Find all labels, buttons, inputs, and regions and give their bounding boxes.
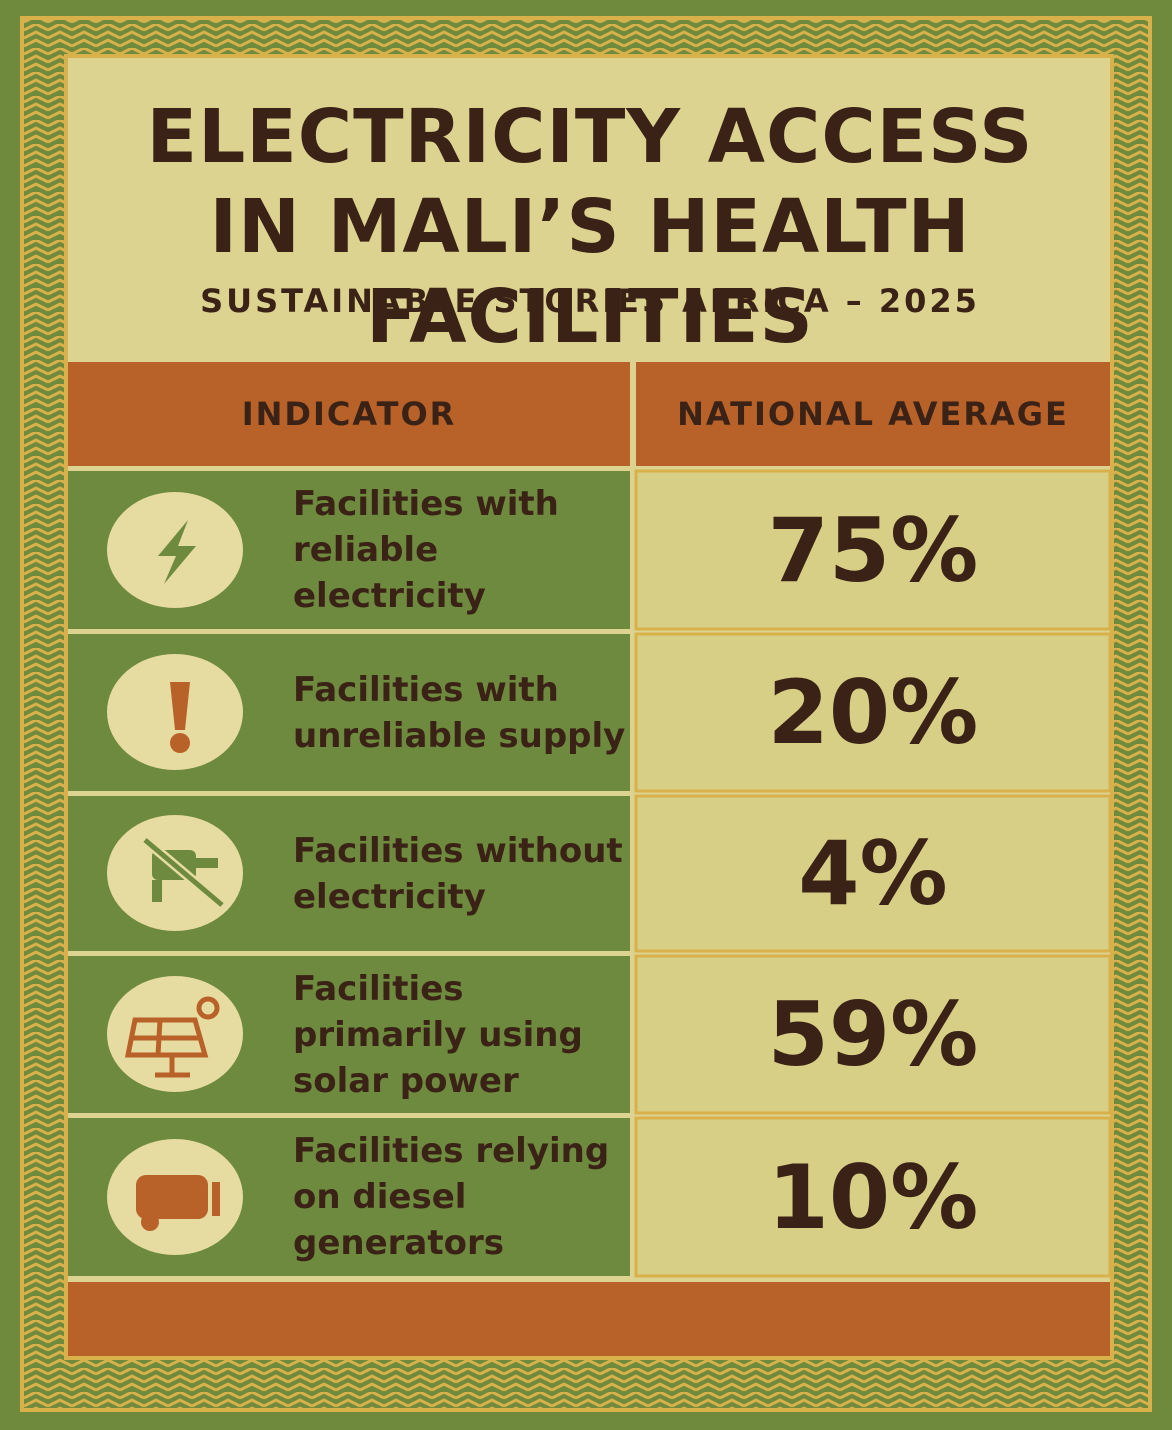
indicator-text: Facilities with reliable electricity bbox=[293, 484, 559, 616]
value-text: 20% bbox=[767, 661, 979, 764]
value-text: 59% bbox=[767, 983, 979, 1086]
value-text: 75% bbox=[767, 498, 979, 602]
value-text: 10% bbox=[767, 1145, 979, 1249]
indicator-text: Facilities with unreliable supply bbox=[293, 669, 626, 756]
title: ELECTRICITY ACCESS IN MALI’S HEALTH FACI… bbox=[146, 94, 1034, 360]
indicator-text: Facilities relying on diesel generators bbox=[293, 1131, 610, 1263]
indicator-text: Facilities without electricity bbox=[293, 830, 623, 917]
subtitle: SUSTAINABLE STORIES AFRICA – 2025 bbox=[200, 282, 980, 320]
indicator-text: Facilities primarily using solar power bbox=[293, 968, 583, 1101]
column-header: INDICATOR bbox=[241, 395, 457, 433]
column-header: NATIONAL AVERAGE bbox=[677, 395, 1069, 433]
value-text: 4% bbox=[798, 822, 948, 925]
